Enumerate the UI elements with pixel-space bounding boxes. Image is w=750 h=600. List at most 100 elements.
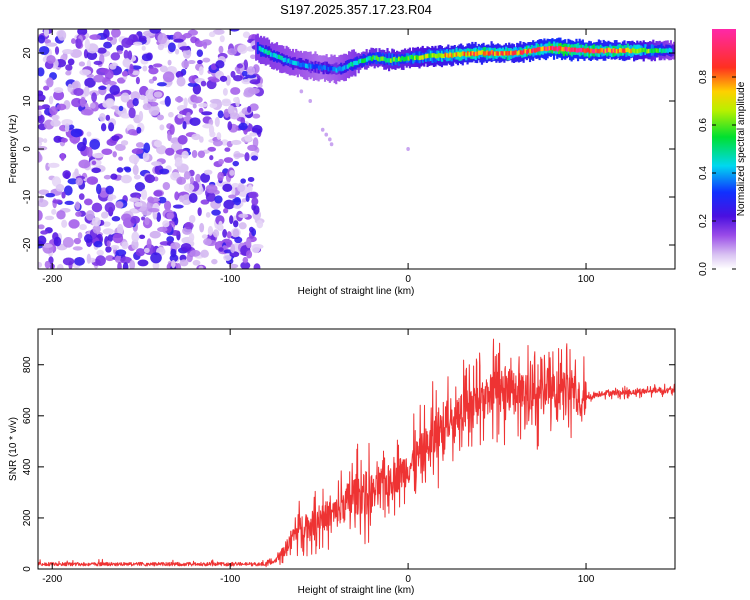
noise-speckle [406,147,410,151]
tone-ridge-core [266,50,269,55]
noise-speckle [83,198,93,206]
tone-ridge-core [527,48,530,53]
tone-ridge-core [551,45,554,51]
noise-speckle [111,135,120,141]
noise-speckle [51,114,60,121]
noise-speckle [103,29,110,39]
noise-speckle [144,217,150,226]
noise-speckle [244,152,250,162]
noise-speckle [75,38,82,49]
noise-speckle [156,145,167,155]
noise-speckle [148,101,159,107]
tone-ridge-core [426,53,429,58]
tone-ridge-core [404,56,407,62]
spectrogram-y-label: Frequency (Hz) [8,115,19,184]
noise-speckle [128,154,140,164]
noise-speckle [142,103,152,111]
noise-speckle [227,121,233,131]
noise-speckle [232,228,240,238]
tone-ridge-core [394,57,397,63]
tone-ridge-core [409,54,412,60]
noise-speckle [240,178,246,184]
tone-ridge-core [535,47,538,53]
noise-speckle [164,200,172,211]
tone-ridge-core [316,64,319,69]
noise-speckle [106,240,111,247]
noise-speckle [93,60,103,65]
tone-ridge-core [647,48,650,54]
tone-ridge-core [346,64,349,69]
noise-speckle [195,173,201,183]
tone-ridge-core [644,48,647,53]
tone-ridge-core [575,48,578,53]
tone-ridge-core [482,51,486,56]
noise-speckle [61,48,74,55]
noise-speckle [202,123,213,129]
noise-speckle [145,88,157,100]
tone-ridge-core [666,48,670,53]
noise-speckle [120,174,132,184]
tone-ridge-core [260,47,263,52]
tone-ridge-core [513,50,516,56]
noise-speckle [223,199,235,210]
tone-ridge-core [580,48,583,53]
noise-speckle [249,103,259,112]
noise-speckle [64,123,70,133]
noise-speckle [205,184,218,194]
noise-speckle [183,97,188,108]
tone-ridge-core [524,48,527,54]
tone-ridge-core [614,48,617,53]
noise-speckle [129,63,134,75]
noise-speckle [148,78,155,84]
noise-speckle [252,124,263,135]
tone-ridge-core [570,47,574,52]
noise-speckle [52,199,63,204]
noise-speckle [179,110,189,116]
noise-speckle [211,258,218,265]
noise-speckle [64,200,75,206]
noise-speckle [75,177,84,186]
tone-ridge-core [330,66,333,71]
tone-ridge-core [546,46,550,51]
noise-speckle [246,66,256,76]
noise-speckle [38,114,45,124]
noise-speckle [147,208,160,213]
noise-speckle [38,137,44,143]
noise-speckle [91,202,103,213]
tone-ridge-core [508,51,511,56]
noise-speckle [217,110,224,119]
tone-ridge-core [591,49,594,54]
tone-ridge-core [468,52,471,57]
tone-ridge-core [670,48,673,53]
noise-speckle [231,186,236,197]
tone-ridge-core [606,48,609,53]
noise-speckle [202,57,211,63]
noise-speckle [253,263,261,269]
noise-speckle [223,157,234,163]
tone-ridge-core [377,56,380,62]
noise-speckle [38,210,43,221]
noise-speckle [48,95,54,105]
noise-speckle [112,151,117,158]
tone-ridge-core [410,54,413,60]
noise-speckle [74,201,81,210]
tone-ridge-core [532,47,535,53]
noise-speckle [207,225,214,236]
noise-speckle [44,215,55,221]
noise-speckle [86,51,98,61]
noise-speckle [45,193,56,198]
tone-ridge-core [421,55,425,60]
noise-speckle [257,83,263,89]
noise-speckle [79,224,87,231]
noise-speckle [251,203,256,211]
noise-speckle [138,110,144,122]
noise-speckle [219,75,228,82]
noise-speckle [115,201,124,209]
tone-ridge-core [663,48,666,54]
noise-speckle [110,244,120,250]
noise-speckle [142,151,150,162]
noise-speckle [157,226,168,233]
tone-ridge-core [333,66,337,72]
noise-speckle [132,97,139,107]
noise-speckle [38,261,43,268]
